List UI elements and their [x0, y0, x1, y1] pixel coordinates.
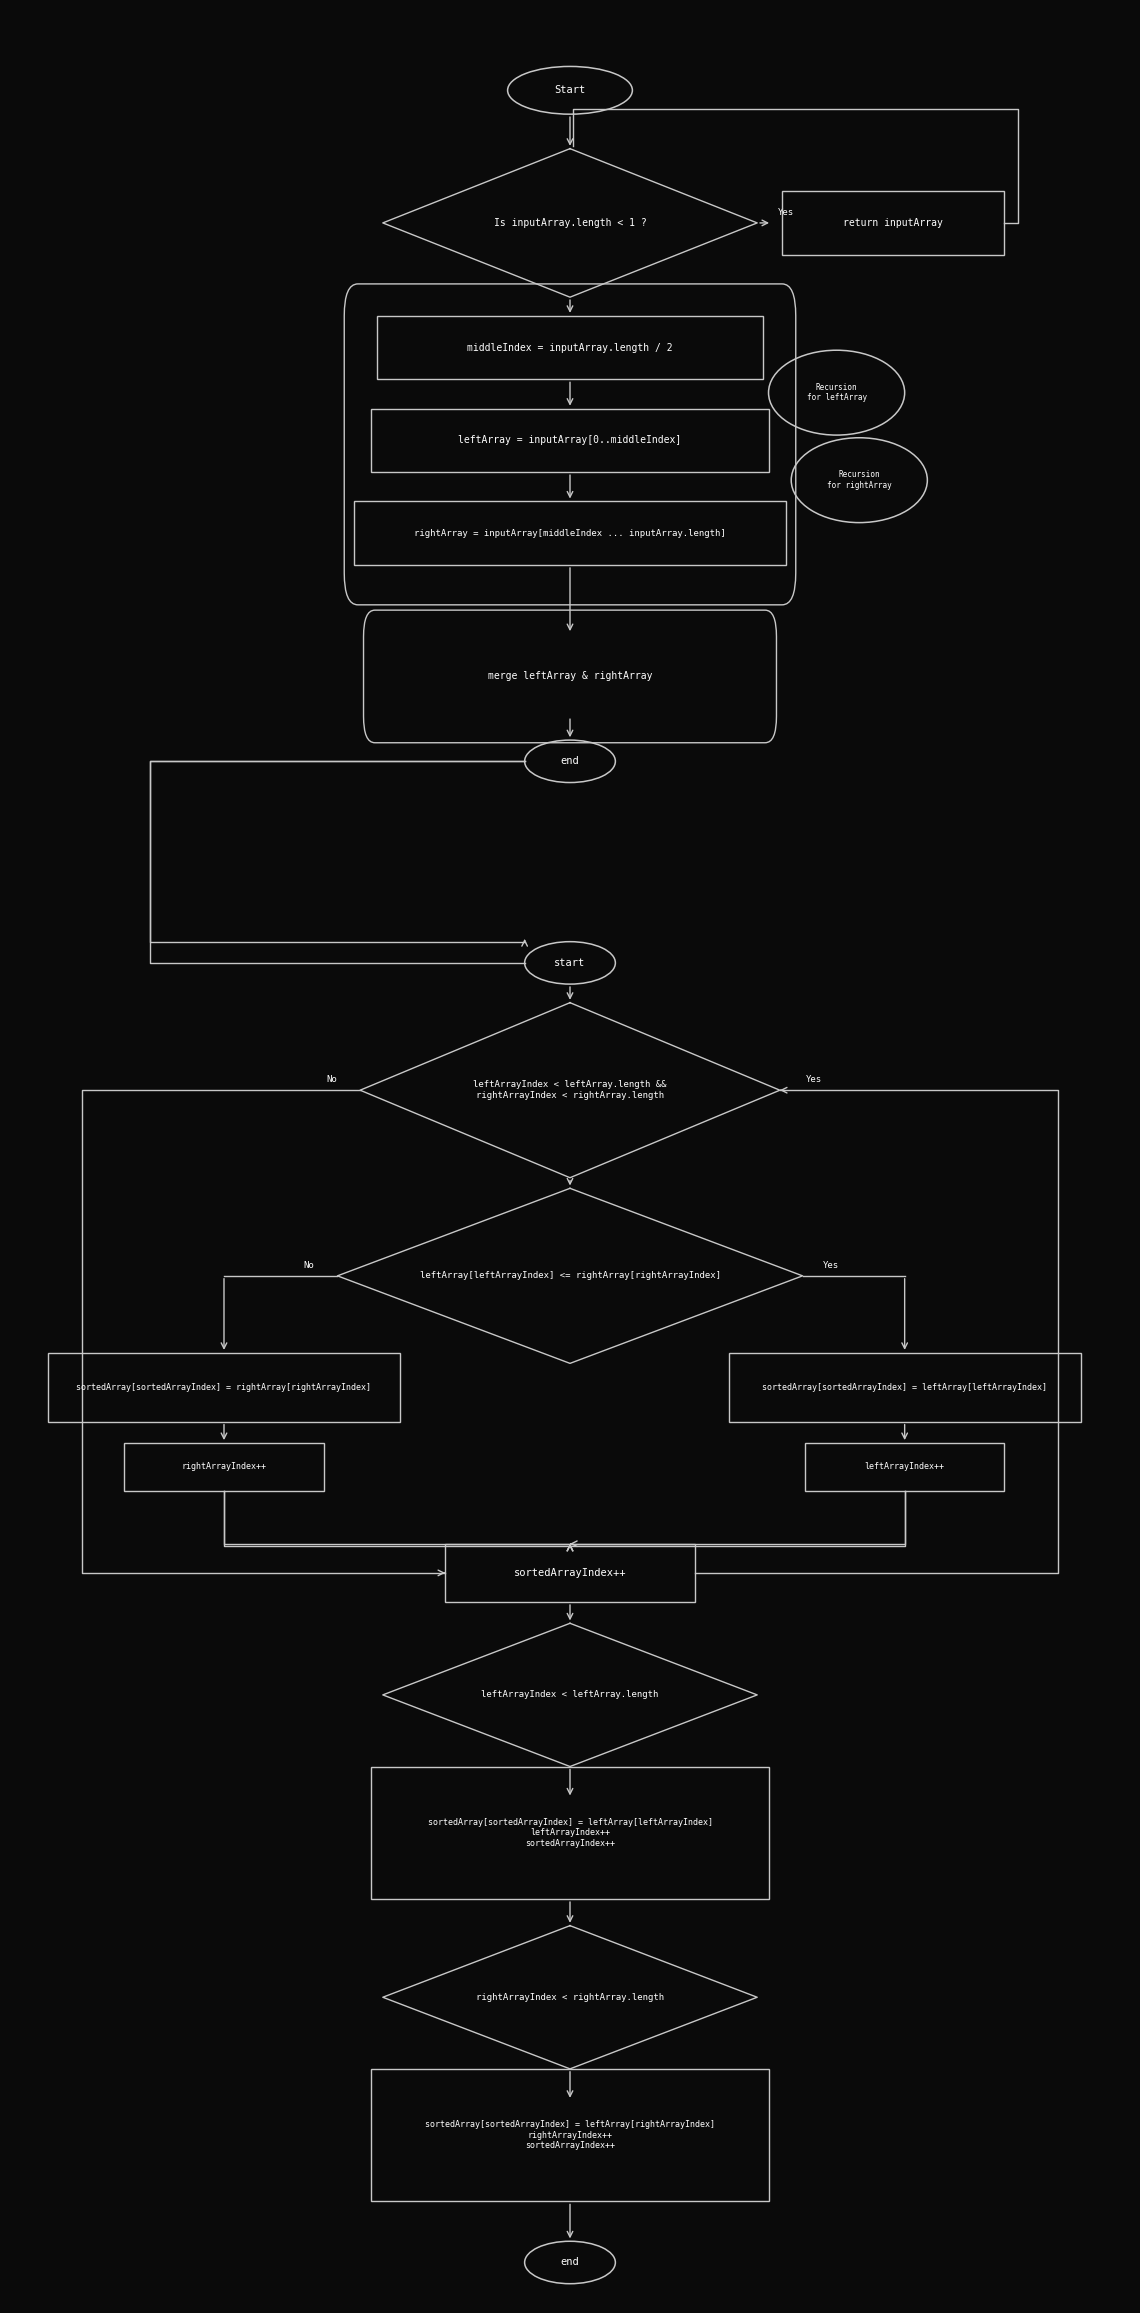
Text: start: start [554, 958, 586, 967]
Text: end: end [561, 756, 579, 766]
Text: rightArray = inputArray[middleIndex ... inputArray.length]: rightArray = inputArray[middleIndex ... … [414, 530, 726, 537]
Bar [728, 1353, 1081, 1422]
Text: Start: Start [554, 86, 586, 95]
Text: merge leftArray & rightArray: merge leftArray & rightArray [488, 671, 652, 682]
Text: sortedArrayIndex++: sortedArrayIndex++ [514, 1568, 626, 1577]
Text: Yes: Yes [806, 1076, 822, 1085]
Text: No: No [303, 1261, 315, 1270]
Text: sortedArray[sortedArrayIndex] = leftArray[rightArrayIndex]
rightArrayIndex++
sor: sortedArray[sortedArrayIndex] = leftArra… [425, 2121, 715, 2151]
Text: rightArrayIndex < rightArray.length: rightArrayIndex < rightArray.length [475, 1994, 665, 2001]
Text: rightArrayIndex++: rightArrayIndex++ [181, 1462, 267, 1471]
Bar [782, 192, 1004, 254]
Bar [805, 1443, 1004, 1490]
Text: sortedArray[sortedArrayIndex] = leftArray[leftArrayIndex]: sortedArray[sortedArrayIndex] = leftArra… [763, 1383, 1048, 1392]
Text: sortedArray[sortedArrayIndex] = leftArray[leftArrayIndex]
leftArrayIndex++
sorte: sortedArray[sortedArrayIndex] = leftArra… [428, 1818, 712, 1848]
Text: middleIndex = inputArray.length / 2: middleIndex = inputArray.length / 2 [467, 342, 673, 352]
Text: Recursion
for leftArray: Recursion for leftArray [806, 384, 866, 402]
Bar [48, 1353, 400, 1422]
Text: leftArrayIndex < leftArray.length &&
rightArrayIndex < rightArray.length: leftArrayIndex < leftArray.length && rig… [473, 1080, 667, 1101]
Text: return inputArray: return inputArray [844, 217, 943, 229]
Text: Recursion
for rightArray: Recursion for rightArray [826, 470, 891, 490]
Text: Yes: Yes [777, 208, 793, 217]
Text: leftArrayIndex < leftArray.length: leftArrayIndex < leftArray.length [481, 1691, 659, 1700]
Text: sortedArray[sortedArrayIndex] = rightArray[rightArrayIndex]: sortedArray[sortedArrayIndex] = rightArr… [76, 1383, 372, 1392]
Text: Is inputArray.length < 1 ?: Is inputArray.length < 1 ? [494, 217, 646, 229]
Bar [377, 317, 763, 379]
Text: end: end [561, 2257, 579, 2267]
Text: leftArray = inputArray[0..middleIndex]: leftArray = inputArray[0..middleIndex] [458, 435, 682, 446]
Text: leftArray[leftArrayIndex] <= rightArray[rightArrayIndex]: leftArray[leftArrayIndex] <= rightArray[… [420, 1272, 720, 1281]
Text: No: No [326, 1076, 337, 1085]
Bar [124, 1443, 324, 1490]
Text: leftArrayIndex++: leftArrayIndex++ [864, 1462, 945, 1471]
Bar [446, 1543, 694, 1603]
Bar [372, 1767, 768, 1899]
Bar [372, 2068, 768, 2202]
Bar [355, 502, 785, 564]
Text: Yes: Yes [823, 1261, 839, 1270]
Bar [372, 409, 768, 472]
